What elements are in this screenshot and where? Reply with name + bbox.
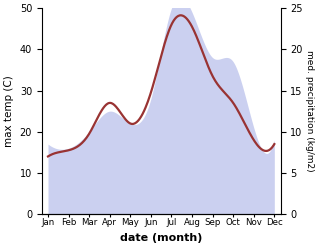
Y-axis label: med. precipitation (kg/m2): med. precipitation (kg/m2)	[305, 50, 314, 172]
X-axis label: date (month): date (month)	[120, 233, 202, 243]
Y-axis label: max temp (C): max temp (C)	[4, 75, 14, 147]
